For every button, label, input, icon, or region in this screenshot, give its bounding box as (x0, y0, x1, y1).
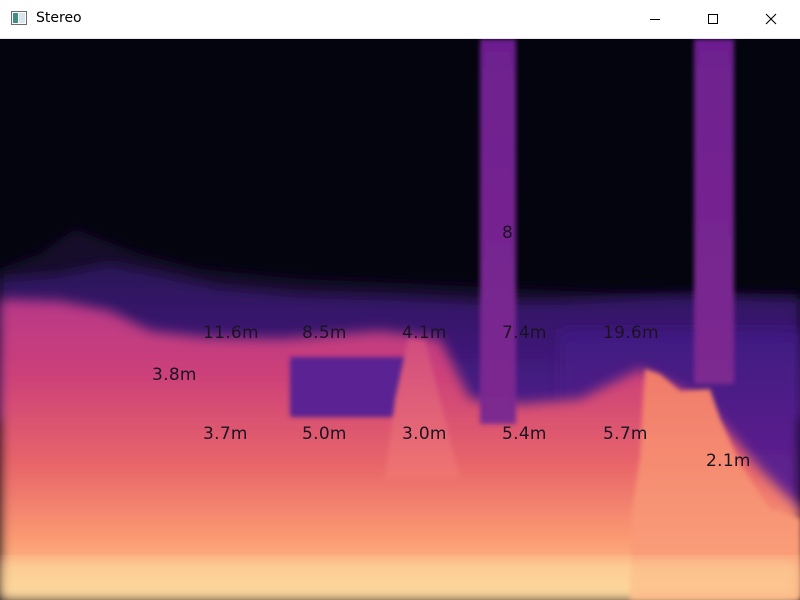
depth-label: 3.0m (402, 424, 447, 444)
depth-label: 8.5m (302, 323, 347, 343)
close-icon (765, 13, 777, 25)
maximize-icon (708, 14, 718, 24)
depth-label: 2.1m (706, 451, 751, 471)
depth-label: 19.6m (603, 323, 659, 343)
depth-label: 5.7m (603, 424, 648, 444)
maximize-button[interactable] (690, 0, 736, 38)
depth-map-view[interactable]: 8 11.6m 8.5m 4.1m 7.4m 19.6m 3.8m 3.7m 5… (0, 39, 800, 600)
depth-label: 11.6m (203, 323, 259, 343)
app-icon (11, 11, 27, 25)
depth-label: 8 (502, 223, 514, 243)
depth-label: 3.8m (152, 365, 197, 385)
depth-label: 5.4m (502, 424, 547, 444)
minimize-button[interactable] (632, 0, 678, 38)
depth-label: 7.4m (502, 323, 547, 343)
depth-label: 3.7m (203, 424, 248, 444)
depth-map-image (0, 39, 800, 600)
depth-label: 4.1m (402, 323, 447, 343)
window-title: Stereo (36, 10, 82, 26)
title-bar[interactable]: Stereo (0, 0, 800, 39)
depth-label: 5.0m (302, 424, 347, 444)
close-button[interactable] (748, 0, 794, 38)
minimize-icon (650, 19, 660, 20)
